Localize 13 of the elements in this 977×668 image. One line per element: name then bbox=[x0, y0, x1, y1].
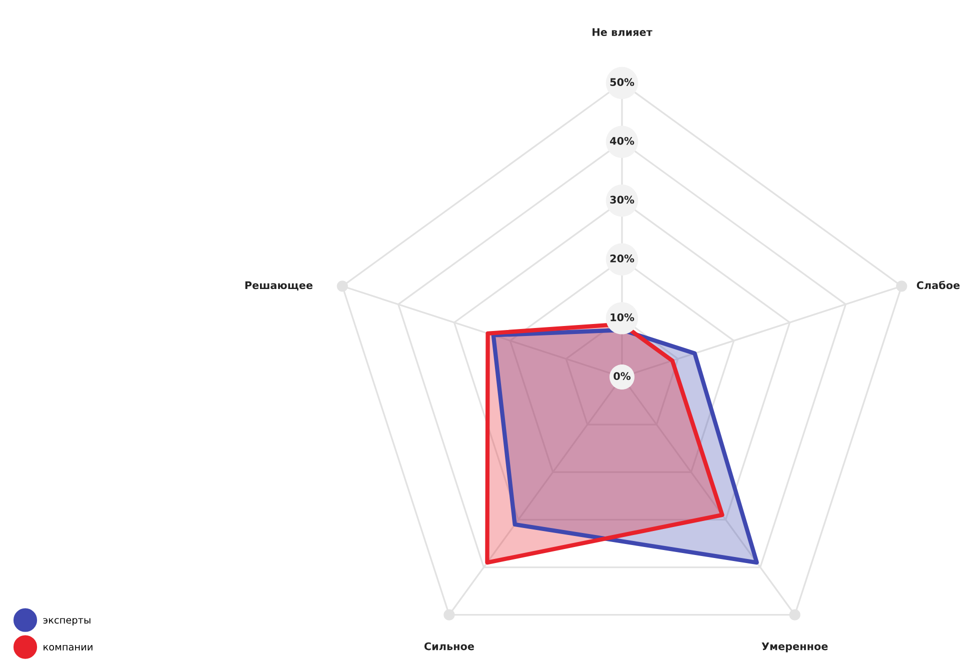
spoke-label: Слабое bbox=[916, 280, 960, 290]
y-tick-label: 50% bbox=[610, 78, 634, 86]
y-tick-label: 0% bbox=[614, 372, 631, 380]
legend-label: компании bbox=[44, 644, 92, 651]
spoke-label: Не влияет bbox=[592, 28, 652, 36]
spoke-label: Решающее bbox=[245, 281, 312, 290]
y-tick-label: 10% bbox=[610, 313, 634, 322]
y-tick-label: 40% bbox=[610, 136, 634, 145]
y-tick-label: 20% bbox=[610, 254, 634, 262]
y-tick-label: 30% bbox=[610, 196, 634, 204]
spoke-label: Умеренное bbox=[762, 642, 828, 652]
spoke-label: Сильное bbox=[424, 642, 474, 650]
legend-label: эксперты bbox=[43, 618, 90, 626]
